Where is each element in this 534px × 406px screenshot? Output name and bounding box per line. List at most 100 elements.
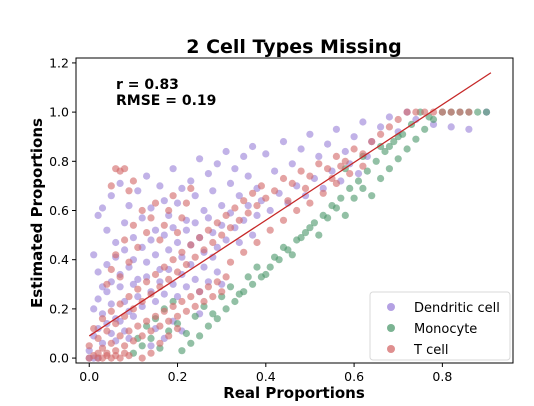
point-monocyte	[421, 125, 429, 133]
point-t-cell	[103, 327, 111, 335]
point-dendritic-cell	[112, 238, 120, 247]
point-monocyte	[328, 202, 336, 210]
point-dendritic-cell	[121, 219, 129, 227]
point-dendritic-cell	[138, 214, 146, 222]
point-t-cell	[147, 327, 155, 335]
point-t-cell	[213, 278, 221, 286]
point-dendritic-cell	[297, 145, 305, 153]
point-dendritic-cell	[90, 305, 98, 313]
point-t-cell	[253, 202, 261, 210]
point-t-cell	[151, 312, 160, 320]
point-monocyte	[412, 135, 420, 143]
point-t-cell	[279, 216, 288, 224]
point-dendritic-cell	[204, 278, 212, 286]
point-monocyte	[377, 174, 385, 183]
correlation-annotation: r = 0.83	[116, 77, 179, 93]
point-dendritic-cell	[244, 202, 252, 210]
point-dendritic-cell	[209, 187, 217, 195]
point-dendritic-cell	[315, 152, 323, 160]
point-dendritic-cell	[301, 192, 310, 200]
point-t-cell	[165, 275, 173, 283]
point-monocyte	[337, 194, 345, 202]
point-dendritic-cell	[134, 293, 142, 301]
point-dendritic-cell	[200, 263, 208, 271]
point-t-cell	[240, 197, 248, 205]
point-t-cell	[165, 206, 173, 215]
point-dendritic-cell	[94, 268, 102, 276]
point-monocyte	[381, 147, 389, 156]
point-dendritic-cell	[165, 246, 173, 254]
point-dendritic-cell	[341, 147, 349, 156]
point-t-cell	[209, 293, 217, 301]
point-dendritic-cell	[324, 140, 332, 148]
point-t-cell	[85, 342, 93, 350]
point-t-cell	[421, 108, 429, 116]
point-t-cell	[284, 197, 292, 205]
point-t-cell	[98, 344, 107, 352]
legend-marker-t-cell	[387, 345, 395, 353]
point-dendritic-cell	[191, 192, 199, 200]
point-dendritic-cell	[213, 243, 221, 251]
y-tick-label: 0.4	[49, 252, 69, 267]
point-t-cell	[165, 332, 173, 340]
point-monocyte	[372, 157, 380, 165]
point-t-cell	[191, 253, 199, 261]
point-t-cell	[324, 165, 332, 173]
point-t-cell	[262, 194, 270, 202]
point-dendritic-cell	[94, 295, 102, 303]
point-monocyte	[196, 332, 204, 340]
x-tick-label: 0.4	[256, 369, 276, 384]
y-tick-label: 0.2	[49, 301, 69, 316]
point-t-cell	[178, 297, 186, 306]
point-t-cell	[257, 182, 265, 190]
point-t-cell	[160, 263, 168, 271]
point-dendritic-cell	[129, 280, 137, 288]
point-t-cell	[173, 325, 182, 333]
point-dendritic-cell	[90, 251, 98, 259]
point-t-cell	[187, 293, 195, 301]
point-monocyte	[187, 339, 195, 347]
legend-marker-dendritic-cell	[387, 303, 395, 311]
point-dendritic-cell	[235, 192, 243, 200]
point-t-cell	[147, 349, 155, 357]
point-dendritic-cell	[116, 283, 124, 291]
point-dendritic-cell	[271, 167, 279, 175]
point-t-cell	[240, 248, 248, 256]
point-monocyte	[363, 167, 371, 175]
point-t-cell	[447, 108, 455, 116]
point-dendritic-cell	[377, 123, 385, 131]
point-t-cell	[187, 184, 195, 192]
point-dendritic-cell	[279, 138, 288, 146]
point-t-cell	[465, 108, 473, 116]
point-t-cell	[103, 349, 111, 357]
point-monocyte	[222, 305, 230, 313]
point-t-cell	[385, 123, 393, 131]
point-t-cell	[173, 312, 182, 320]
point-monocyte	[359, 184, 367, 192]
point-t-cell	[244, 209, 252, 217]
point-t-cell	[253, 238, 261, 247]
point-dendritic-cell	[147, 236, 155, 244]
legend-label-dendritic-cell: Dendritic cell	[414, 301, 500, 316]
point-t-cell	[394, 115, 402, 124]
point-t-cell	[143, 229, 151, 237]
point-t-cell	[169, 256, 177, 264]
point-dendritic-cell	[191, 219, 199, 227]
point-t-cell	[359, 162, 367, 170]
y-tick-label: 0.8	[49, 154, 69, 169]
point-monocyte	[226, 283, 235, 291]
point-t-cell	[165, 317, 173, 325]
y-tick-label: 0.6	[49, 203, 69, 218]
point-dendritic-cell	[125, 202, 133, 210]
point-t-cell	[377, 130, 385, 138]
legend-label-monocyte: Monocyte	[414, 322, 477, 337]
point-monocyte	[390, 138, 398, 146]
point-t-cell	[156, 322, 164, 330]
point-t-cell	[266, 226, 274, 234]
point-t-cell	[249, 189, 257, 197]
point-monocyte	[213, 315, 221, 323]
point-monocyte	[341, 211, 349, 219]
point-monocyte	[482, 108, 491, 116]
point-dendritic-cell	[288, 160, 296, 168]
point-monocyte	[138, 342, 146, 350]
